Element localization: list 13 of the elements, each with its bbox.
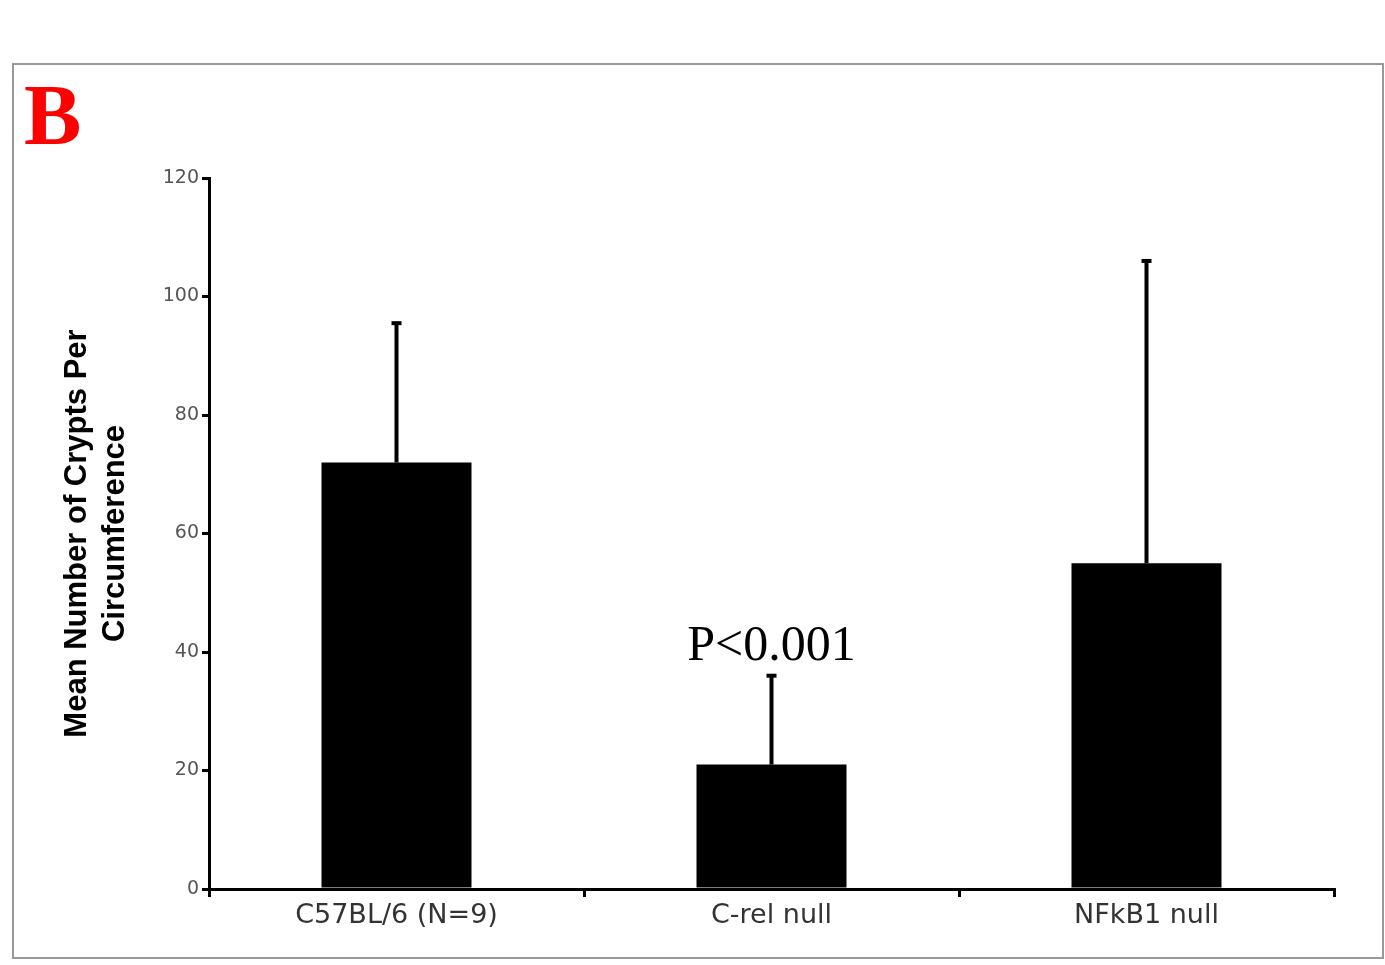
y-tick-label: 0 (186, 875, 199, 898)
y-tick-label: 20 (174, 757, 199, 780)
x-tick-label: C-rel null (710, 898, 833, 930)
y-tick-label: 60 (174, 520, 199, 543)
annotation: P<0.001 (687, 615, 856, 672)
y-tick-label: 80 (174, 401, 199, 424)
y-axis-title: Mean Number of Crypts Per Circumference (57, 329, 131, 738)
y-tick-label: 100 (162, 283, 199, 306)
y-tick-label: 120 (162, 164, 199, 187)
y-tick-label: 40 (174, 638, 199, 661)
x-tick-label: NFkB1 null (1074, 898, 1219, 930)
text: B (24, 67, 82, 164)
x-tick-label: C57BL/6 (N=9) (295, 898, 498, 930)
